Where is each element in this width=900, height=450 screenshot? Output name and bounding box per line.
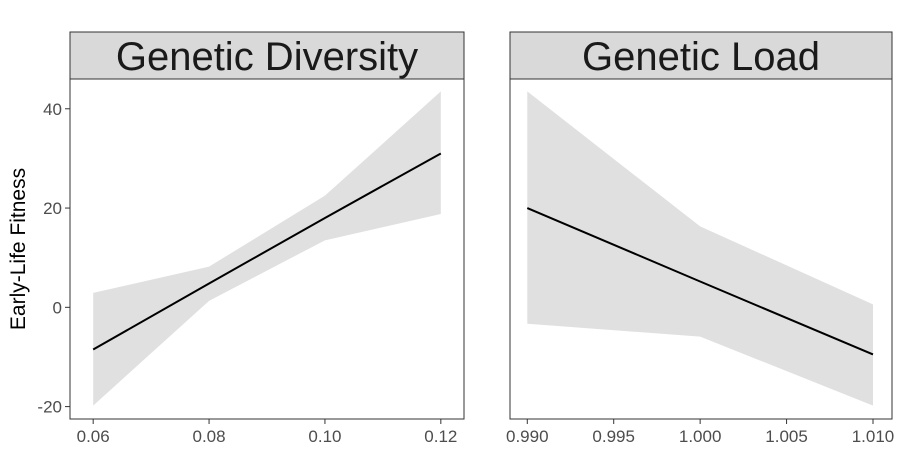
x-tick-label: 0.08 [193,427,226,446]
x-tick-label: 1.005 [765,427,808,446]
x-tick-label: 0.06 [77,427,110,446]
x-tick-label: 0.10 [308,427,341,446]
facet-title: Genetic Diversity [116,35,418,79]
trend-line [526,207,874,356]
x-tick-label: 0.12 [424,427,457,446]
panels: Genetic Diversity 0.06 0.08 0.10 0.12 -20 0 20 4… [37,31,895,446]
panel-border [69,78,465,420]
y-tick-label: -20 [37,398,62,417]
panel-border [509,78,893,420]
panel-1: Genetic Diversity 0.06 0.08 0.10 0.12 -20 0 20 4… [37,31,465,446]
facet-strip [69,31,465,80]
confidence-ribbon [93,91,441,406]
x-tick-label: 0.990 [506,427,549,446]
panel-2: Genetic Load 0.990 0.995 1.000 1.005 1.010 [506,31,895,446]
y-tick-label: 20 [43,199,62,218]
x-tick-label: 1.000 [679,427,722,446]
x-tick-label: 0.995 [592,427,635,446]
confidence-ribbon [527,91,873,406]
x-tick-label: 1.010 [852,427,895,446]
y-tick-label: 0 [53,298,62,317]
trend-line [92,152,442,351]
y-axis-title: Early-Life Fitness [7,168,30,330]
y-tick-label: 40 [43,100,62,119]
facet-title: Genetic Load [582,35,820,79]
